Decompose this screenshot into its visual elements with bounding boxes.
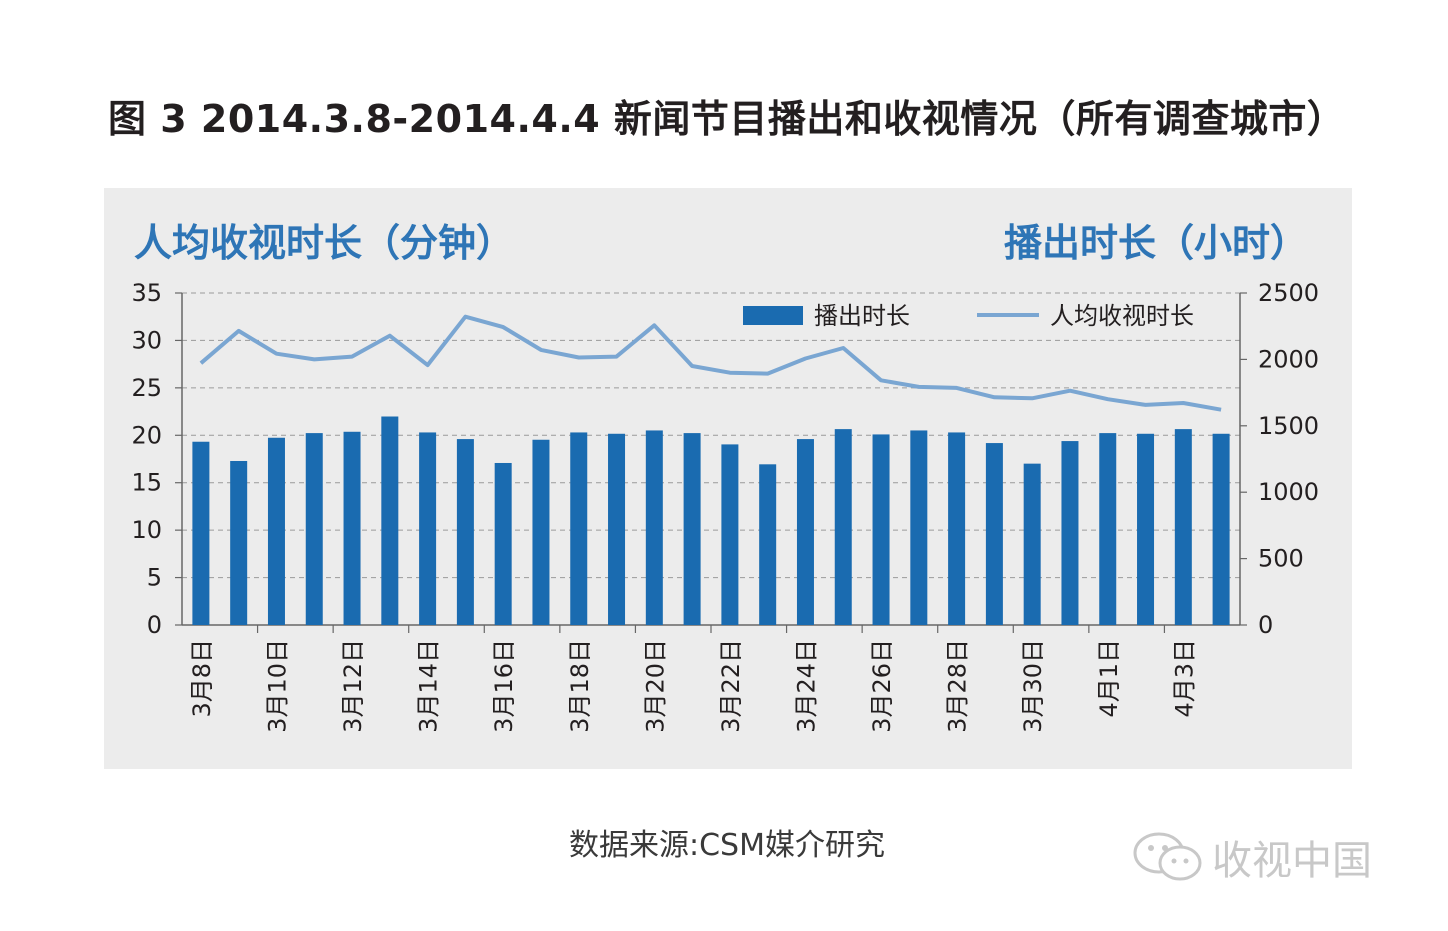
- x-tick-label: 3月8日: [188, 639, 216, 718]
- x-tick-label: 3月30日: [1019, 639, 1047, 733]
- source-note: 数据来源:CSM媒介研究: [569, 828, 885, 863]
- right-tick-label: 2000: [1258, 345, 1319, 373]
- wechat-icon: [1133, 832, 1202, 881]
- bar: [759, 464, 777, 625]
- chart-panel: 人均收视时长（分钟） 播出时长（小时） 0 5 10 15 20 25 30 35 0 500 10…: [104, 188, 1352, 769]
- bar: [1137, 433, 1155, 625]
- x-tick-label: 3月26日: [868, 639, 896, 733]
- x-tick-label: 3月20日: [641, 639, 669, 733]
- right-tick-label: 0: [1258, 611, 1273, 639]
- legend-swatch-bar: [743, 306, 803, 325]
- bar: [494, 462, 512, 625]
- bar: [985, 443, 1003, 625]
- bar: [343, 431, 361, 625]
- bar: [948, 432, 966, 625]
- bar: [305, 433, 323, 625]
- bar: [1174, 429, 1192, 625]
- left-tick-label: 25: [131, 374, 162, 402]
- bar: [872, 434, 890, 625]
- bar: [381, 416, 399, 625]
- chart-title: 图 3 2014.3.8-2014.4.4 新闻节目播出和收视情况（所有调查城市…: [108, 97, 1346, 141]
- right-tick-label: 1500: [1258, 412, 1319, 440]
- bar: [721, 444, 739, 625]
- left-tick-label: 5: [147, 564, 162, 592]
- x-tick-label: 4月3日: [1170, 639, 1198, 718]
- watermark: 收视中国: [1132, 828, 1372, 886]
- x-tick-label: 3月22日: [717, 639, 745, 733]
- left-tick-label: 35: [131, 279, 162, 307]
- bar: [834, 429, 852, 625]
- bar: [1099, 433, 1117, 625]
- right-tick-label: 2500: [1258, 279, 1319, 307]
- x-tick-label: 3月24日: [792, 639, 820, 733]
- legend-label-bar: 播出时长: [814, 302, 910, 330]
- bar: [456, 439, 474, 625]
- x-tick-label: 3月16日: [490, 639, 518, 733]
- x-tick-label: 3月28日: [944, 639, 972, 733]
- x-tick-label: 4月1日: [1095, 639, 1123, 718]
- left-tick-label: 20: [131, 421, 162, 449]
- left-tick-label: 10: [131, 516, 162, 544]
- bar: [532, 439, 550, 625]
- right-axis-title: 播出时长（小时）: [1003, 221, 1308, 265]
- bar: [570, 432, 588, 625]
- x-tick-label: 3月12日: [339, 639, 367, 733]
- left-axis-title: 人均收视时长（分钟）: [134, 221, 515, 265]
- bar: [910, 430, 928, 625]
- bar: [608, 433, 626, 625]
- bar: [267, 437, 285, 625]
- chart-plot: 0 5 10 15 20 25 30 35 0 500 1000 1500 2000 2500 3月8日 3月…: [131, 279, 1319, 733]
- bar: [1061, 441, 1079, 625]
- x-tick-label: 3月18日: [566, 639, 594, 733]
- bar: [419, 432, 437, 625]
- bar: [645, 430, 663, 625]
- bar: [192, 441, 210, 625]
- x-tick-label: 3月14日: [415, 639, 443, 733]
- left-tick-label: 0: [147, 611, 162, 639]
- watermark-text: 收视中国: [1212, 838, 1372, 884]
- left-tick-label: 30: [131, 326, 162, 354]
- x-tick-label: 3月10日: [263, 639, 291, 733]
- bar: [1212, 433, 1230, 625]
- bar: [796, 439, 814, 625]
- right-tick-label: 500: [1258, 545, 1304, 573]
- right-tick-label: 1000: [1258, 478, 1319, 506]
- bar: [1023, 463, 1041, 625]
- bar: [683, 433, 701, 625]
- left-tick-label: 15: [131, 469, 162, 497]
- legend-label-line: 人均收视时长: [1050, 302, 1194, 330]
- bar: [230, 460, 248, 625]
- series-line: [199, 314, 1222, 412]
